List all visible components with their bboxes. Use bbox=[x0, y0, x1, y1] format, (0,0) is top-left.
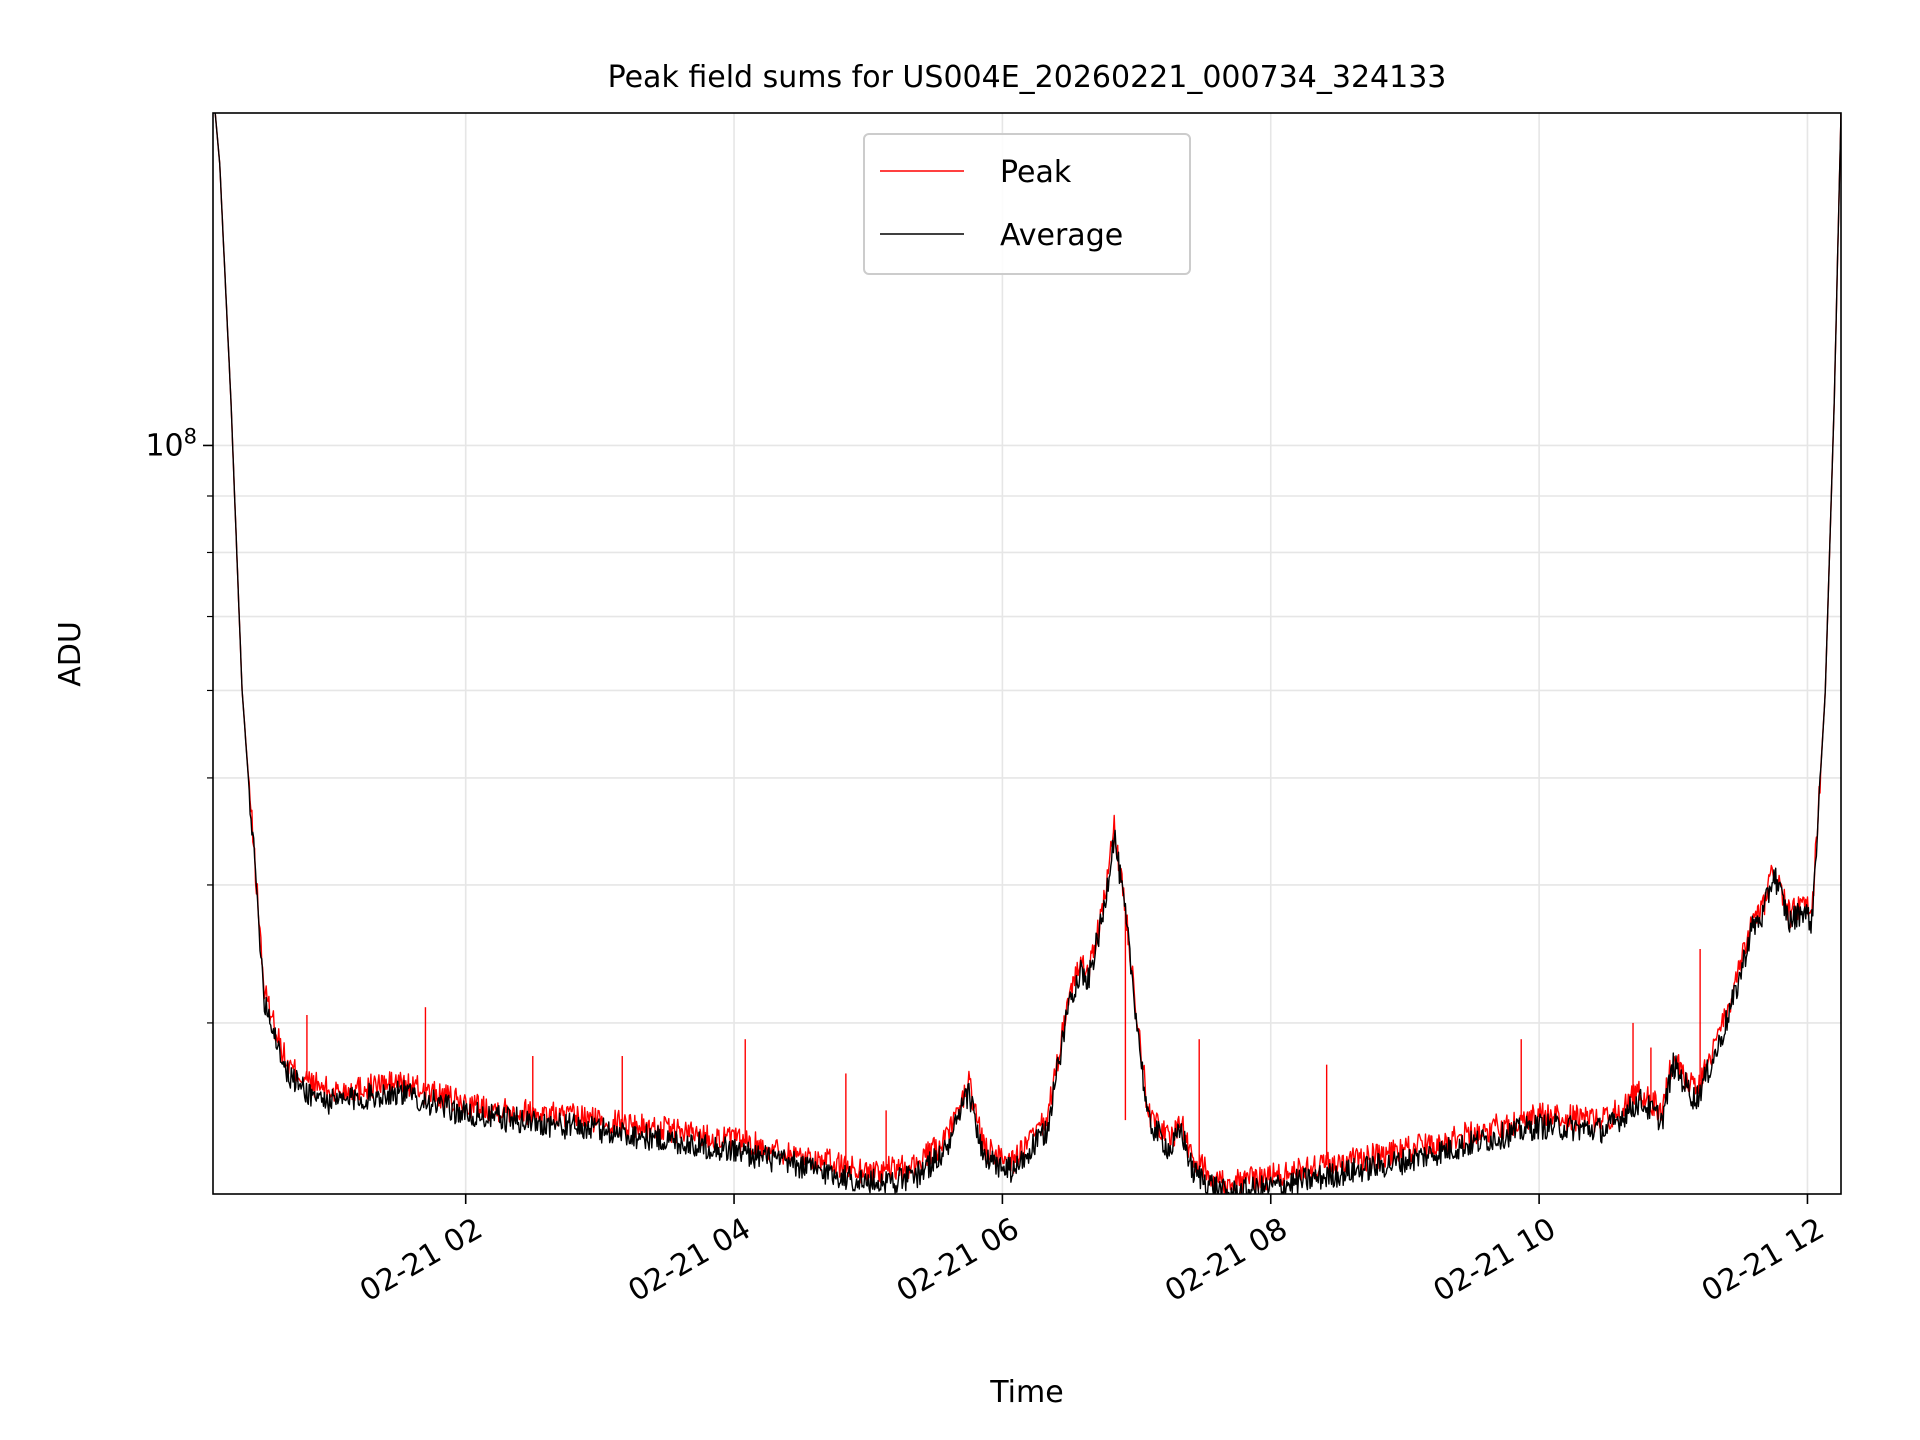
series-peak bbox=[214, 113, 1841, 1194]
plot-frame bbox=[212, 112, 1842, 1195]
chart-title: Peak field sums for US004E_20260221_0007… bbox=[608, 60, 1447, 95]
legend-peak-label: Peak bbox=[1000, 155, 1072, 190]
legend-average-label: Average bbox=[1000, 218, 1123, 253]
series-peak-line bbox=[214, 113, 1841, 1194]
series-layer bbox=[214, 113, 1841, 1194]
y-tick-label: 108 bbox=[145, 424, 197, 463]
legend: Peak Average bbox=[863, 133, 1191, 275]
series-average bbox=[214, 113, 1841, 1194]
grid bbox=[213, 113, 1841, 1194]
series-average-line bbox=[214, 113, 1841, 1194]
legend-box bbox=[863, 133, 1191, 275]
x-axis-label: Time bbox=[989, 1375, 1063, 1410]
y-axis-label: ADU bbox=[53, 621, 88, 687]
